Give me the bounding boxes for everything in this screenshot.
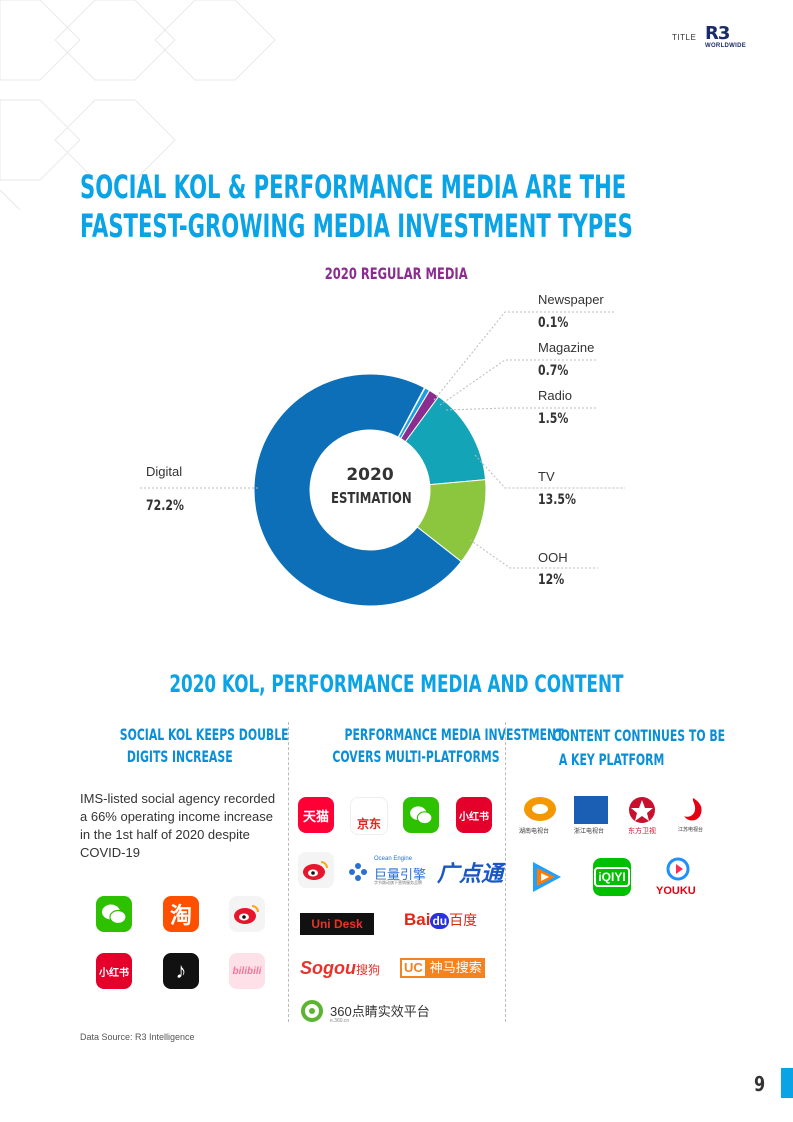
- page-title: SOCIAL KOL & PERFORMANCE MEDIA ARE THE F…: [80, 168, 633, 246]
- header-title: TITLE: [672, 33, 697, 42]
- label-digital-value: 72.2%: [146, 498, 184, 514]
- label-ooh-value: 12%: [538, 572, 565, 588]
- taobao-logo: 淘: [163, 896, 199, 932]
- donut-chart: [253, 373, 487, 607]
- chart-title: 2020 REGULAR MEDIA: [325, 264, 468, 283]
- logo-sub: WORLDWIDE: [705, 43, 747, 49]
- label-ooh-name: OOH: [538, 550, 568, 565]
- background-hex-pattern: [0, 0, 276, 210]
- logo-mark: R3: [705, 23, 730, 44]
- jiangsu-tv-logo: 江苏电视台: [672, 796, 720, 838]
- uc-shenma-logo: UC 神马搜索: [400, 958, 485, 978]
- weibo-logo: [229, 896, 265, 932]
- tmall-logo: 天猫: [298, 797, 334, 833]
- xiaohongshu-logo-2: 小红书: [456, 797, 492, 833]
- col1-heading: SOCIAL KOL KEEPS DOUBLE DIGITS INCREASE: [119, 725, 289, 766]
- col1-body-text: IMS-listed social agency recorded a 66% …: [80, 791, 276, 860]
- col2-heading: PERFORMANCE MEDIA INVESTMENT COVERS MULT…: [332, 725, 564, 766]
- label-radio-value: 1.5%: [538, 411, 569, 427]
- label-magazine-value: 0.7%: [538, 363, 569, 379]
- chart-center-label: 2020 ESTIMATION: [320, 465, 420, 507]
- tencent-video-logo: [527, 858, 565, 896]
- baidu-logo: Bai du 百度: [404, 910, 478, 929]
- r3-logo: R3 WORLDWIDE: [705, 25, 747, 53]
- dragon-tv-logo: 东方卫视: [622, 796, 670, 838]
- wechat-logo: [96, 896, 132, 932]
- ocean-engine-logo: Ocean Engine 巨量引擎 字节跳动旗下营销服务品牌: [348, 856, 428, 886]
- sogou-logo: Sogou搜狗: [300, 958, 381, 978]
- label-digital-name: Digital: [146, 464, 183, 479]
- youku-logo: YOUKU: [653, 857, 703, 899]
- label-tv-name: TV: [538, 469, 555, 484]
- jd-logo: 京东: [350, 797, 388, 835]
- bilibili-logo: bilibili: [229, 953, 265, 989]
- label-newspaper-value: 0.1%: [538, 315, 569, 331]
- column-divider-2: [505, 722, 506, 1022]
- unidesk-logo: Uni Desk: [300, 913, 374, 935]
- page-number: 9: [754, 1072, 766, 1096]
- xiaohongshu-logo: 小红书: [96, 953, 132, 989]
- zhejiang-tv-logo: 浙江电视台: [570, 796, 618, 838]
- page-title-line1: SOCIAL KOL & PERFORMANCE MEDIA ARE THE: [80, 168, 627, 206]
- e360-logo: 360点睛实效平台 e.360.cn: [300, 998, 450, 1024]
- page-title-line2: FASTEST-GROWING MEDIA INVESTMENT TYPES: [80, 207, 633, 245]
- iqiyi-logo: iQIYI: [593, 858, 631, 896]
- donut-slice-digital: [253, 373, 463, 607]
- weibo-logo-2: [298, 852, 334, 888]
- guangdiantong-logo: 广点通: [437, 861, 504, 886]
- chart-leader-lines: [140, 311, 625, 569]
- hunan-tv-logo: 湖南电视台: [515, 796, 563, 838]
- center-label-estimation: ESTIMATION: [331, 489, 412, 507]
- page-accent-bar: [781, 1068, 793, 1098]
- label-newspaper-name: Newspaper: [538, 292, 604, 307]
- wechat-logo-2: [403, 797, 439, 833]
- douyin-logo: ♪: [163, 953, 199, 989]
- center-label-year: 2020: [346, 465, 394, 485]
- label-tv-value: 13.5%: [538, 492, 576, 508]
- column-divider-1: [288, 722, 289, 1022]
- section-title: 2020 KOL, PERFORMANCE MEDIA AND CONTENT: [169, 670, 624, 698]
- col3-heading: CONTENT CONTINUES TO BE A KEY PLATFORM: [552, 726, 726, 769]
- data-source-note: Data Source: R3 Intelligence: [80, 1032, 195, 1042]
- label-radio-name: Radio: [538, 388, 572, 403]
- label-magazine-name: Magazine: [538, 340, 595, 355]
